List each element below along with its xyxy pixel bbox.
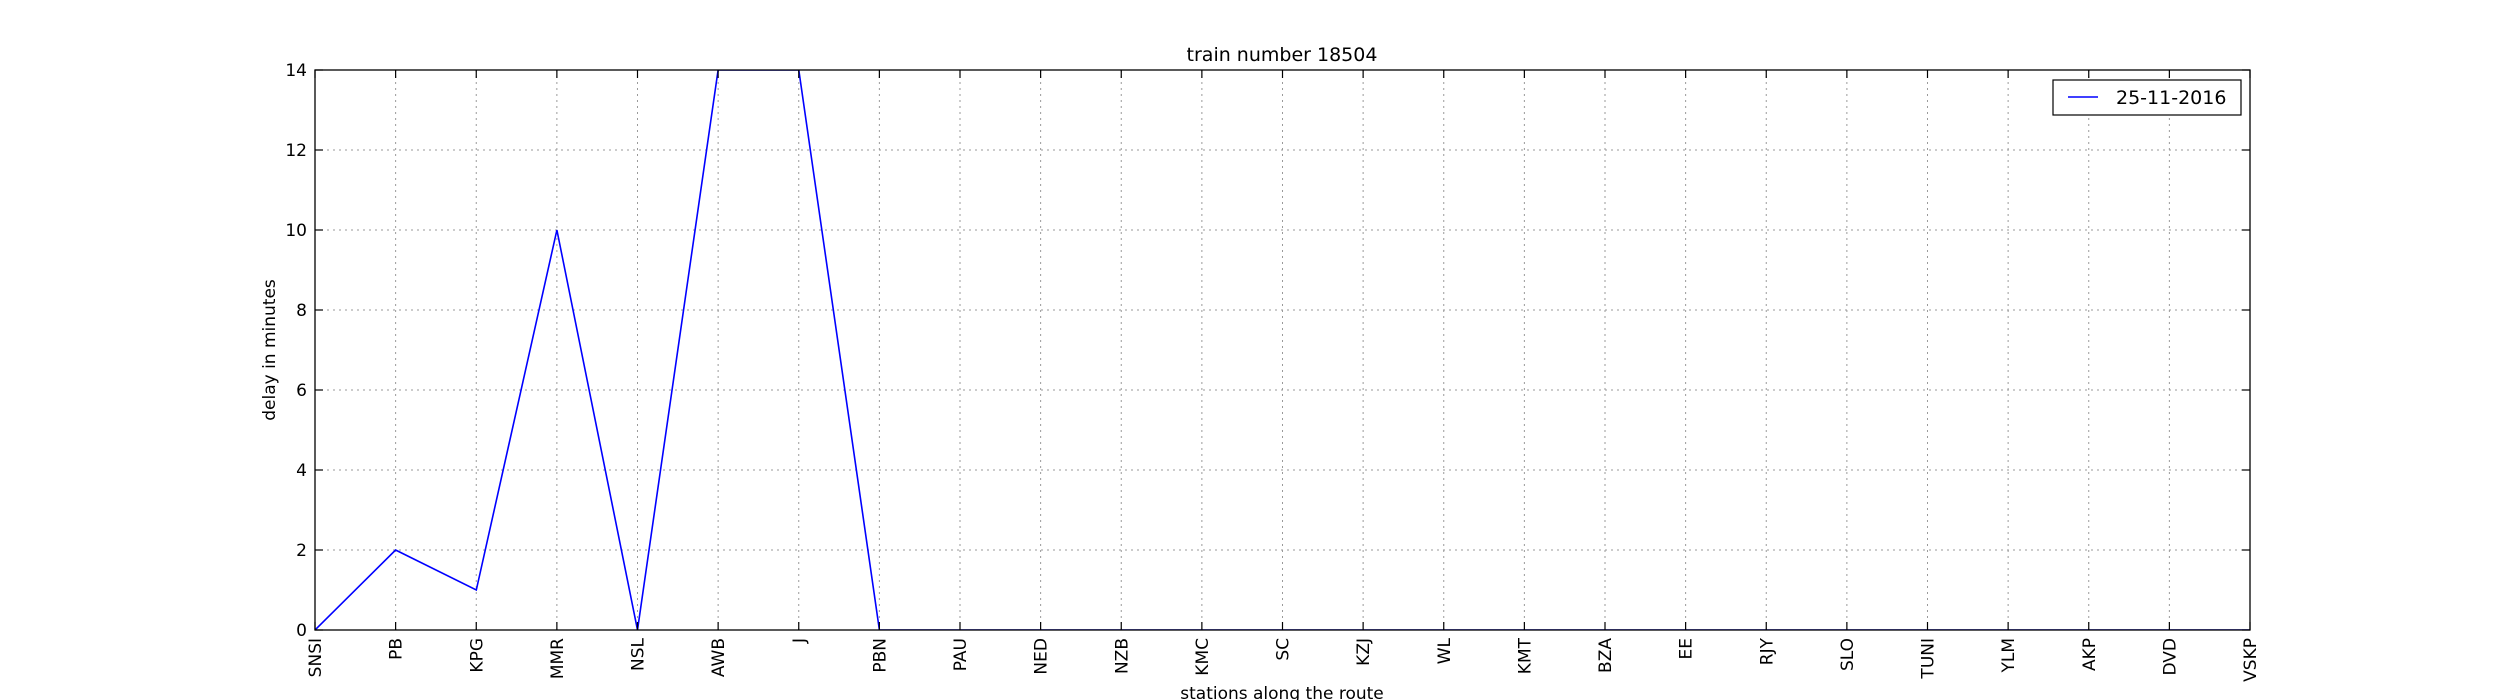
x-tick-label: AKP — [2080, 638, 2100, 671]
x-tick-label: MMR — [548, 638, 568, 679]
y-axis-label: delay in minutes — [260, 279, 280, 421]
y-tick-label: 12 — [285, 141, 307, 161]
grid-lines — [315, 70, 2250, 630]
x-axis-label: stations along the route — [1180, 684, 1384, 700]
x-tick-label: NZB — [1112, 638, 1132, 674]
x-tick-label: KPG — [467, 638, 487, 673]
x-tick-label: KMT — [1515, 637, 1535, 674]
y-tick-label: 0 — [296, 621, 307, 641]
x-tick-label: KMC — [1193, 638, 1213, 676]
x-tick-label: WL — [1435, 637, 1455, 664]
y-tick-label: 4 — [296, 461, 307, 481]
x-tick-label: YLM — [1999, 638, 2019, 674]
y-tick-label: 10 — [285, 221, 307, 241]
x-tick-label: SC — [1274, 638, 1294, 661]
x-tick-label: NSL — [629, 637, 649, 671]
x-tick-label: RJY — [1757, 637, 1777, 665]
y-axis-ticks: 0 2 4 6 8 10 12 14 — [285, 61, 2250, 641]
legend-entry-label: 25-11-2016 — [2116, 87, 2226, 109]
x-tick-label: VSKP — [2241, 638, 2261, 682]
x-tick-label: DVD — [2160, 638, 2180, 676]
x-tick-label: SLO — [1838, 638, 1858, 671]
legend: 25-11-2016 — [2052, 79, 2242, 116]
x-axis-ticks: SNSI PB KPG MMR NSL AWB J PBN PAU NED NZB KMC SC KZJ W… — [306, 70, 2261, 682]
x-tick-label: AWB — [709, 638, 729, 677]
y-tick-label: 6 — [296, 381, 307, 401]
x-tick-label: BZA — [1596, 638, 1616, 673]
x-tick-label: PAU — [951, 638, 971, 671]
x-tick-label: PB — [387, 638, 407, 660]
x-tick-label: PBN — [870, 638, 890, 673]
x-tick-label: NED — [1032, 638, 1052, 675]
x-tick-label: TUNI — [1919, 638, 1939, 680]
x-tick-label: KZJ — [1354, 638, 1374, 666]
x-tick-label: J — [790, 638, 810, 644]
y-tick-label: 8 — [296, 301, 307, 321]
x-tick-label: SNSI — [306, 638, 326, 677]
y-tick-label: 2 — [296, 541, 307, 561]
chart-title: train number 18504 — [1187, 44, 1378, 66]
y-tick-label: 14 — [285, 61, 307, 81]
x-tick-label: EE — [1677, 638, 1697, 659]
